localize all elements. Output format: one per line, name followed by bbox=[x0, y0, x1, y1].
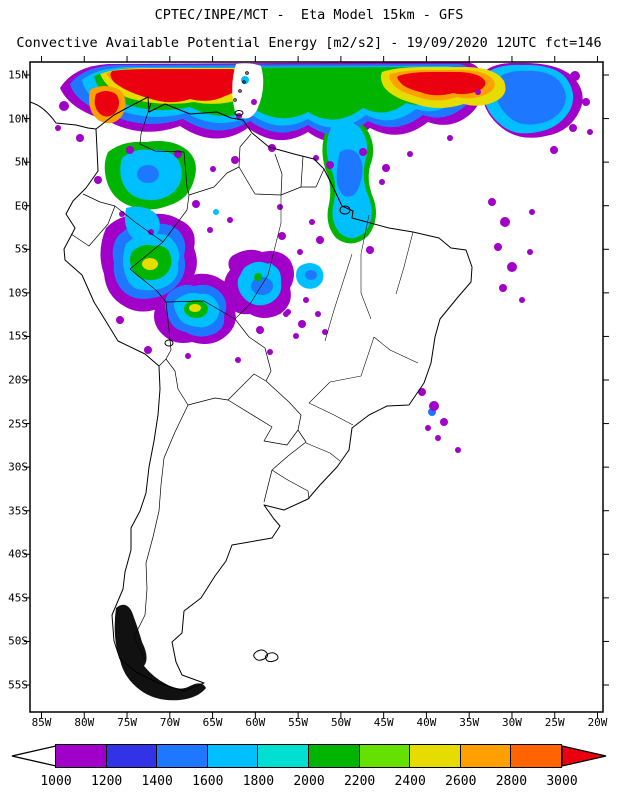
central-america-coastline bbox=[29, 101, 97, 130]
falkland-islands bbox=[253, 649, 269, 661]
lon-axis-label: 40W bbox=[416, 716, 437, 729]
cape-purple-speckles bbox=[55, 71, 593, 453]
colorbar-segment bbox=[358, 744, 411, 768]
lesser-antilles-icon bbox=[233, 98, 237, 102]
lon-axis-label: 35W bbox=[459, 716, 480, 729]
lat-axis-label: 25S bbox=[8, 417, 28, 431]
colorbar-boundary-label: 1400 bbox=[141, 774, 173, 789]
lat-axis-label: 10S bbox=[8, 286, 28, 300]
lat-axis-label: EQ bbox=[14, 199, 28, 213]
cape-cyan-speckles bbox=[213, 209, 273, 269]
colorbar-boundary-label: 1200 bbox=[90, 774, 123, 789]
colorbar-segment bbox=[307, 744, 360, 768]
lon-axis-label: 20W bbox=[587, 716, 608, 729]
colorbar-boundary-label: 1600 bbox=[192, 774, 224, 789]
lon-axis-label: 65W bbox=[202, 716, 223, 729]
lat-axis-label: 5N bbox=[14, 155, 28, 169]
lon-axis-label: 75W bbox=[117, 716, 137, 729]
lat-axis-label: 50S bbox=[8, 634, 28, 648]
lat-axis-label: 10N bbox=[8, 112, 28, 126]
lat-axis-label: 15N bbox=[8, 68, 28, 82]
colorbar-segment bbox=[459, 744, 512, 768]
lon-axis-label: 70W bbox=[159, 716, 180, 729]
colorbar-segment bbox=[156, 744, 208, 768]
colorbar-segment bbox=[510, 744, 562, 768]
figure-subtitle: Convective Available Potential Energy [m… bbox=[16, 35, 602, 51]
lon-axis-label: 55W bbox=[288, 716, 309, 729]
map-border bbox=[29, 61, 604, 713]
geography bbox=[29, 71, 473, 701]
map-frame bbox=[24, 56, 609, 718]
colorbar-segment bbox=[55, 744, 107, 768]
colorbar-boundary-label: 2600 bbox=[445, 774, 477, 789]
trinidad-island bbox=[234, 110, 244, 116]
map-canvas bbox=[24, 56, 609, 718]
colorbar-boundary-label: 2000 bbox=[293, 774, 325, 789]
lat-axis-label: 20S bbox=[8, 373, 28, 387]
colorbar-boundary-label: 1000 bbox=[40, 774, 72, 789]
lat-axis-label: 15S bbox=[8, 329, 28, 343]
colorbar-segment bbox=[105, 744, 158, 768]
fjords-dark-region bbox=[114, 604, 206, 701]
map-ticks bbox=[24, 56, 609, 718]
colorbar-boundary-label: 3000 bbox=[546, 774, 578, 789]
colorbar-boundary-label: 2800 bbox=[495, 774, 528, 789]
colorbar-segment bbox=[257, 744, 309, 768]
marajo-island bbox=[339, 205, 351, 215]
colorbar-boundary-label: 1800 bbox=[242, 774, 275, 789]
colorbar-boundary-label: 2200 bbox=[343, 774, 376, 789]
cape-blue-cores bbox=[137, 70, 566, 416]
south-america-coastline bbox=[63, 96, 473, 692]
lat-axis-label: 30S bbox=[8, 460, 28, 474]
lat-axis-label: 35S bbox=[8, 504, 28, 518]
country-borders bbox=[70, 102, 325, 660]
colorbar-segments bbox=[55, 744, 562, 768]
lon-axis-label: 50W bbox=[330, 716, 351, 729]
state-borders bbox=[234, 195, 419, 462]
lat-axis-label: 5S bbox=[14, 242, 28, 256]
lon-axis-label: 45W bbox=[373, 716, 394, 729]
islands bbox=[164, 71, 351, 663]
lon-axis-label: 30W bbox=[502, 716, 522, 729]
lat-axis-label: 55S bbox=[8, 678, 28, 692]
colorbar-right-arrow bbox=[562, 745, 607, 767]
lon-axis-label: 85W bbox=[31, 716, 52, 729]
lon-axis-label: 80W bbox=[74, 716, 95, 729]
lon-axis-label: 25W bbox=[544, 716, 565, 729]
lat-axis-label: 45S bbox=[8, 591, 28, 605]
cape-shading bbox=[55, 62, 593, 453]
figure-title: CPTEC/INPE/MCT - Eta Model 15km - GFS bbox=[154, 7, 464, 23]
lake-titicaca bbox=[164, 339, 174, 347]
lat-axis-label: 40S bbox=[8, 547, 28, 561]
lon-axis-label: 60W bbox=[245, 716, 266, 729]
colorbar bbox=[10, 744, 608, 768]
colorbar-boundary-label: 2400 bbox=[394, 774, 426, 789]
cape-red-cores bbox=[94, 69, 486, 117]
colorbar-segment bbox=[206, 744, 259, 768]
colorbar-left-arrow bbox=[11, 745, 56, 767]
colorbar-segment bbox=[409, 744, 461, 768]
